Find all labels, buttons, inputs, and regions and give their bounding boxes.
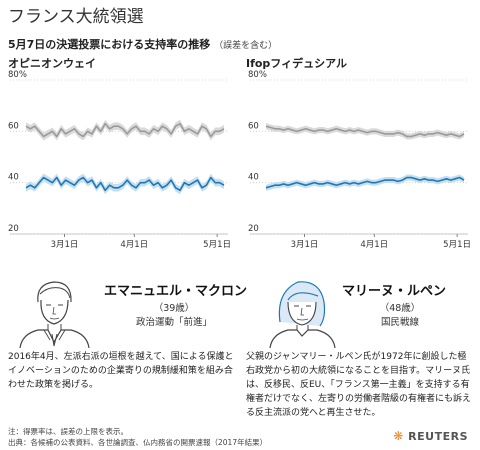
lepen-series-line (265, 125, 465, 138)
opinionway-chart: 80% 60 40 20 3月1日 4月1日 5月1日 (8, 70, 231, 250)
lepen-error-band (26, 119, 224, 141)
macron-age: （39歳） (153, 303, 195, 314)
y-tick-label: 80% (8, 70, 27, 80)
reuters-logo-icon: ❋ (393, 429, 404, 443)
macron-party: 政治運動「前進」 (135, 317, 212, 328)
footer-source: 出典：各候補の公表資料、各世論調査、仏内務省の開票速報（2017年結果） (8, 438, 268, 447)
reuters-logo-text: REUTERS (408, 430, 468, 443)
lepen-party: 国民戦線 (380, 317, 419, 328)
x-tick-label: 5月1日 (443, 240, 471, 250)
y-tick-label: 60 (8, 121, 19, 131)
x-tick-label: 3月1日 (291, 240, 319, 250)
y-tick-label: 40 (248, 173, 259, 183)
lepen-name: マリーヌ・ルペン (342, 284, 447, 299)
x-tick-label: 5月1日 (203, 240, 231, 250)
x-tick-label: 4月1日 (120, 240, 148, 250)
x-tick-label: 4月1日 (360, 240, 388, 250)
subtitle-text: 5月7日の決選投票における支持率の推移 (8, 38, 211, 51)
y-tick-label: 40 (8, 173, 19, 183)
macron-portrait-icon (19, 281, 90, 348)
lepen-description: 父親のジャンマリー・ルペン氏が1972年に創設した極右政党から初の大統領になるこ… (246, 352, 472, 418)
lepen-age: （48歳） (379, 303, 421, 314)
reuters-logo: ❋ REUTERS (393, 429, 468, 443)
macron-description: 2016年4月、左派右派の垣根を越えて、国による保護とイノベーションのための企業… (8, 352, 234, 390)
ifop-chart: 80% 60 40 20 3月1日 4月1日 5月1日 (248, 70, 471, 250)
chart-subtitle: 5月7日の決選投票における支持率の推移 （誤差を含む） (8, 36, 277, 52)
lepen-series-line (25, 122, 225, 138)
macron-error-band (26, 173, 224, 195)
y-tick-label: 20 (248, 224, 259, 234)
lepen-portrait-icon (269, 281, 336, 348)
y-tick-label: 60 (248, 121, 259, 131)
page-title: フランス大統領選 (8, 7, 144, 27)
footer: 注：得票率は、誤差の上限を表示。 出典：各候補の公表資料、各世論調査、仏内務省の… (8, 426, 368, 448)
subtitle-note: （誤差を含む） (214, 41, 278, 51)
macron-series-line (265, 176, 465, 189)
footer-note: 注：得票率は、誤差の上限を表示。 (8, 427, 128, 436)
macron-series-line (25, 176, 225, 192)
poll-title-opinionway: オピニオンウェイ (8, 57, 96, 70)
y-tick-label: 80% (248, 70, 267, 80)
macron-name: エマニュエル・マクロン (104, 284, 248, 299)
x-tick-label: 3月1日 (51, 240, 79, 250)
y-tick-label: 20 (8, 224, 19, 234)
poll-title-ifop: Ifopフィデュシアル (246, 57, 347, 70)
